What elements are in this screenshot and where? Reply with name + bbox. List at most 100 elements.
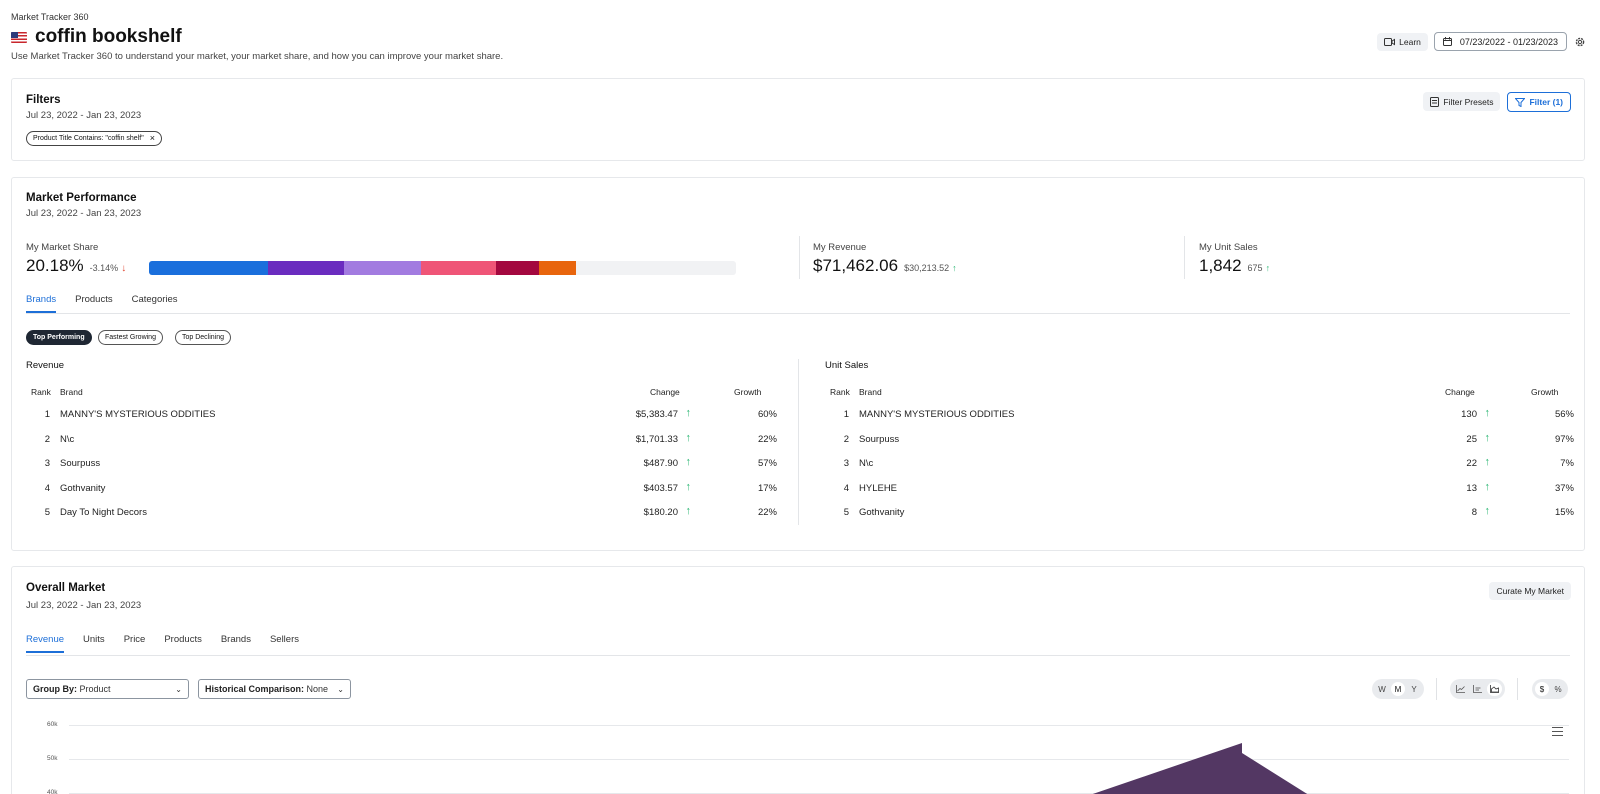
brand-cell: Gothvanity xyxy=(60,482,106,494)
learn-button[interactable]: Learn xyxy=(1377,32,1428,51)
share-segment xyxy=(495,261,540,275)
table-row[interactable]: 4 Gothvanity $403.57 ↑ 17% xyxy=(26,481,777,497)
revenue-delta: $30,213.52 ↑ xyxy=(904,263,957,273)
rank-cell: 1 xyxy=(44,409,50,420)
arrow-up-icon: ↑ xyxy=(685,456,692,468)
tab-categories[interactable]: Categories xyxy=(131,294,178,305)
revenue-table-title: Revenue xyxy=(26,360,65,371)
filter-presets-label: Filter Presets xyxy=(1443,96,1494,107)
chart-menu-icon[interactable] xyxy=(1552,727,1563,736)
line-chart-icon[interactable] xyxy=(1453,682,1468,696)
growth-cell: 22% xyxy=(757,433,777,445)
brand-cell: Gothvanity xyxy=(859,507,905,518)
revenue-value: $71,462.06 xyxy=(813,256,899,275)
unit-sales-value: 1,842 xyxy=(1199,256,1242,275)
change-cell: $5,383.47 xyxy=(635,409,678,420)
table-row[interactable]: 1 MANNY'S MYSTERIOUS ODDITIES 130 ↑ 56% xyxy=(825,407,1574,423)
historical-comparison-select[interactable]: Historical Comparison: None ⌄ xyxy=(198,679,351,699)
filters-title: Filters xyxy=(26,94,61,106)
arrow-up-icon: ↑ xyxy=(685,505,692,517)
brand-cell: MANNY'S MYSTERIOUS ODDITIES xyxy=(859,409,1015,420)
toolbar-divider xyxy=(1517,678,1518,700)
tab-brands[interactable]: Brands xyxy=(220,634,251,645)
curate-market-button[interactable]: Curate My Market xyxy=(1489,582,1571,600)
tab-brands[interactable]: Brands xyxy=(26,294,57,313)
brand-cell: N\c xyxy=(859,458,874,469)
metric-divider xyxy=(1184,236,1185,279)
arrow-up-icon: ↑ xyxy=(1484,431,1491,444)
gridline xyxy=(69,759,1569,760)
unit-percent[interactable]: % xyxy=(1554,684,1562,694)
table-row[interactable]: 2 N\c $1,701.33 ↑ 22% xyxy=(26,432,777,448)
change-cell: $487.90 xyxy=(643,458,678,469)
unit-dollar[interactable]: $ xyxy=(1535,682,1549,696)
filter-button[interactable]: Filter (1) xyxy=(1507,92,1571,112)
brand-cell: N\c xyxy=(60,433,75,445)
unit-sales-delta-value: 675 xyxy=(1247,263,1263,273)
date-range-value: 07/23/2022 - 01/23/2023 xyxy=(1459,36,1558,47)
pill-fastest-growing[interactable]: Fastest Growing xyxy=(98,330,163,345)
title-row: coffin bookshelf xyxy=(11,26,182,48)
tab-units[interactable]: Units xyxy=(83,634,105,645)
table-row[interactable]: 2 Sourpuss 25 ↑ 97% xyxy=(825,431,1574,448)
market-share-label: My Market Share xyxy=(26,242,99,253)
change-cell: $403.57 xyxy=(643,482,678,494)
metric-divider xyxy=(799,236,800,279)
historical-label: Historical Comparison: xyxy=(205,684,305,694)
brand-cell: HYLEHE xyxy=(859,482,898,494)
period-year[interactable]: Y xyxy=(1411,684,1417,694)
close-icon[interactable]: × xyxy=(149,133,155,143)
change-cell: 22 xyxy=(1466,458,1477,469)
table-row[interactable]: 5 Day To Night Decors $180.20 ↑ 22% xyxy=(26,505,777,521)
arrow-up-icon: ↑ xyxy=(1484,505,1491,517)
table-row[interactable]: 3 N\c 22 ↑ 7% xyxy=(825,456,1574,472)
market-share-delta-value: -3.14% xyxy=(89,263,119,273)
table-row[interactable]: 4 HYLEHE 13 ↑ 37% xyxy=(825,481,1574,497)
group-by-select[interactable]: Group By: Product ⌄ xyxy=(26,679,189,699)
growth-cell: 17% xyxy=(757,482,777,494)
chart-type-toggle xyxy=(1450,679,1505,699)
active-filter-chip[interactable]: Product Title Contains: "coffin shelf" × xyxy=(26,131,162,146)
area-chart-icon[interactable] xyxy=(1487,682,1502,696)
pill-top-performing[interactable]: Top Performing xyxy=(26,330,92,345)
performance-title: Market Performance xyxy=(26,192,137,204)
market-performance-card: Market Performance Jul 23, 2022 - Jan 23… xyxy=(11,177,1585,551)
y-tick-label: 60k xyxy=(47,721,58,728)
arrow-up-icon: ↑ xyxy=(685,407,692,419)
rank-cell: 2 xyxy=(44,433,50,445)
tab-products[interactable]: Products xyxy=(75,294,113,305)
date-range-picker[interactable]: 07/23/2022 - 01/23/2023 xyxy=(1433,32,1567,51)
table-row[interactable]: 5 Gothvanity 8 ↑ 15% xyxy=(825,505,1574,521)
bar-chart-icon[interactable] xyxy=(1470,682,1485,696)
rank-cell: 3 xyxy=(843,458,849,469)
revenue-label: My Revenue xyxy=(813,242,867,253)
change-cell: 130 xyxy=(1461,409,1477,420)
period-week[interactable]: W xyxy=(1378,684,1386,694)
y-tick-label: 40k xyxy=(47,789,58,794)
tab-revenue[interactable]: Revenue xyxy=(26,634,65,653)
filter-presets-button[interactable]: Filter Presets xyxy=(1423,92,1501,111)
table-row[interactable]: 1 MANNY'S MYSTERIOUS ODDITIES $5,383.47 ↑ 60… xyxy=(26,407,777,423)
growth-cell: 57% xyxy=(757,458,777,469)
growth-cell: 7% xyxy=(1560,458,1574,469)
share-segment xyxy=(420,261,496,275)
growth-cell: 56% xyxy=(1554,409,1574,420)
period-toggle: W M Y xyxy=(1372,679,1424,699)
period-month[interactable]: M xyxy=(1391,682,1405,696)
header-actions: Learn 07/23/2022 - 01/23/2023 xyxy=(1377,32,1587,51)
table-row[interactable]: 3 Sourpuss $487.90 ↑ 57% xyxy=(26,456,777,472)
growth-cell: 15% xyxy=(1554,507,1574,518)
unit-sales-label: My Unit Sales xyxy=(1199,242,1258,253)
change-cell: 13 xyxy=(1466,482,1477,494)
tab-price[interactable]: Price xyxy=(123,634,146,645)
overall-tabs: Revenue Units Price Products Brands Sell… xyxy=(26,634,299,653)
pill-top-declining[interactable]: Top Declining xyxy=(175,330,232,345)
settings-gear-icon[interactable] xyxy=(1573,35,1587,49)
tab-products[interactable]: Products xyxy=(164,634,202,645)
growth-cell: 97% xyxy=(1554,433,1574,445)
tab-sellers[interactable]: Sellers xyxy=(269,634,299,645)
market-share-metric: 20.18% -3.14% ↓ xyxy=(26,256,126,276)
filter-actions: Filter Presets Filter (1) xyxy=(1423,92,1571,112)
units-table-title: Unit Sales xyxy=(825,360,869,371)
arrow-up-icon: ↑ xyxy=(952,263,957,273)
